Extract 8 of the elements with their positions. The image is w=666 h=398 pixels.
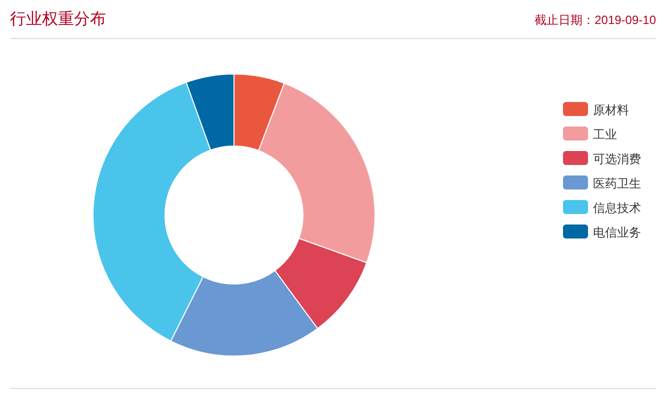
chart-subtitle: 截止日期：2019-09-10 (534, 13, 656, 27)
legend-label: 信息技术 (593, 201, 641, 215)
legend-label: 原材料 (593, 103, 629, 117)
chart-title: 行业权重分布 (10, 10, 106, 28)
legend-label: 可选消费 (593, 152, 641, 166)
legend-label: 工业 (593, 128, 617, 142)
legend-label: 医药卫生 (593, 176, 641, 190)
legend-label: 电信业务 (593, 226, 641, 240)
